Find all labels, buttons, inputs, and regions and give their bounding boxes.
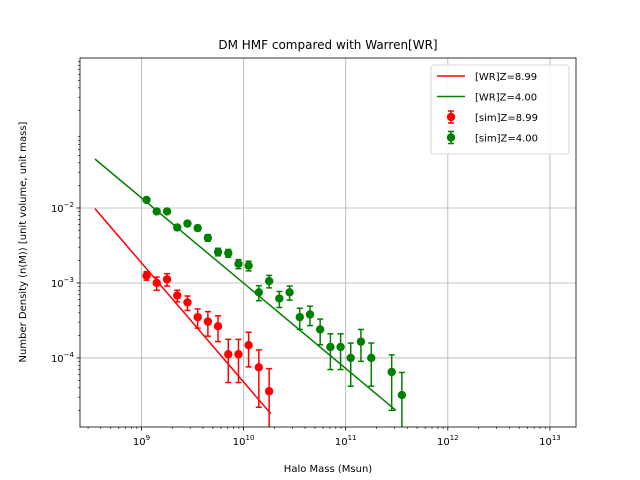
data-point <box>356 337 366 346</box>
data-point <box>367 353 376 363</box>
legend-marker-swatch <box>446 112 456 122</box>
data-point <box>213 247 223 257</box>
y-tick-label: 10−3 <box>51 276 74 290</box>
legend-label: [sim]Z=8.99 <box>475 113 538 124</box>
data-point <box>213 322 223 331</box>
y-tick-label-exponent: −2 <box>64 201 74 209</box>
data-point <box>193 312 202 322</box>
data-point <box>254 363 264 372</box>
x-tick-label: 109 <box>133 434 150 448</box>
data-point <box>285 288 294 297</box>
x-tick-label: 1013 <box>539 434 561 448</box>
y-tick-label-exponent: −4 <box>64 351 75 359</box>
data-point <box>244 261 253 270</box>
x-tick-label-base: 10 <box>233 437 246 448</box>
data-point <box>264 387 274 396</box>
data-point <box>224 248 233 258</box>
chart-title: DM HMF compared with Warren[WR] <box>218 38 437 52</box>
x-tick-label-exponent: 11 <box>348 434 357 442</box>
series-layer <box>94 158 407 427</box>
x-tick-label-base: 10 <box>437 437 450 448</box>
series-line <box>94 208 272 415</box>
legend-marker-swatch <box>446 133 456 142</box>
series-[sim]Z=8.99 <box>142 271 274 427</box>
data-point <box>397 390 407 400</box>
legend-label: [sim]Z=4.00 <box>475 134 538 145</box>
data-point <box>173 291 182 300</box>
x-tick-label: 1012 <box>437 434 459 448</box>
data-point <box>142 271 151 280</box>
data-point <box>203 233 213 243</box>
x-tick-label-exponent: 13 <box>552 434 561 442</box>
x-tick-label-exponent: 12 <box>450 434 459 442</box>
series-[sim]Z=4.00 <box>142 195 407 427</box>
data-point <box>244 340 253 350</box>
data-point <box>275 294 284 303</box>
legend-label: [WR]Z=8.99 <box>475 72 537 83</box>
data-point <box>152 207 161 216</box>
legend: [WR]Z=8.99 [WR]Z=4.00 [sim]Z=8.99 [sim]Z=4.… <box>430 64 570 155</box>
data-point <box>234 259 243 269</box>
data-point <box>173 223 182 232</box>
data-point <box>183 298 192 307</box>
data-point <box>295 312 304 322</box>
data-point <box>326 342 335 352</box>
data-point <box>234 350 243 359</box>
y-tick-label: 10−4 <box>51 351 75 365</box>
x-axis-label: Halo Mass (Msun) <box>284 464 372 475</box>
data-point <box>203 317 213 326</box>
data-point <box>254 288 264 297</box>
data-point <box>387 367 396 377</box>
x-tick-label-exponent: 10 <box>245 434 254 442</box>
data-point <box>152 278 161 288</box>
data-point <box>264 276 274 286</box>
legend-label: [WR]Z=4.00 <box>475 93 537 104</box>
data-point <box>183 219 192 228</box>
data-point <box>346 353 355 363</box>
y-tick-label: 10−2 <box>51 201 74 215</box>
data-point <box>193 223 202 233</box>
y-axis: 10−410−310−2 <box>51 61 80 411</box>
data-point <box>142 195 151 205</box>
x-tick-label: 1010 <box>233 434 255 448</box>
data-point <box>224 350 233 359</box>
data-point <box>315 325 325 334</box>
data-point <box>336 342 345 352</box>
y-axis-label: Number Density (n(M)) [unit volume, unit… <box>18 121 29 362</box>
series-[WR]Z=8.99 <box>94 208 272 415</box>
x-tick-label-base: 10 <box>335 437 348 448</box>
x-tick-label-base: 10 <box>539 437 552 448</box>
data-point <box>162 275 172 284</box>
data-point <box>305 310 315 319</box>
x-axis: 109 1010 1011 1012 1013 <box>87 427 561 448</box>
x-tick-label-base: 10 <box>133 437 146 448</box>
plot-frame <box>79 57 577 428</box>
y-tick-label-exponent: −3 <box>64 276 74 284</box>
x-tick-label: 1011 <box>335 434 357 448</box>
y-tick-label-base: 10 <box>51 279 64 290</box>
x-tick-label-exponent: 9 <box>146 434 150 442</box>
y-tick-label-base: 10 <box>51 354 64 365</box>
data-point <box>162 207 172 216</box>
legend-box <box>430 64 570 155</box>
y-tick-label-base: 10 <box>51 204 64 215</box>
